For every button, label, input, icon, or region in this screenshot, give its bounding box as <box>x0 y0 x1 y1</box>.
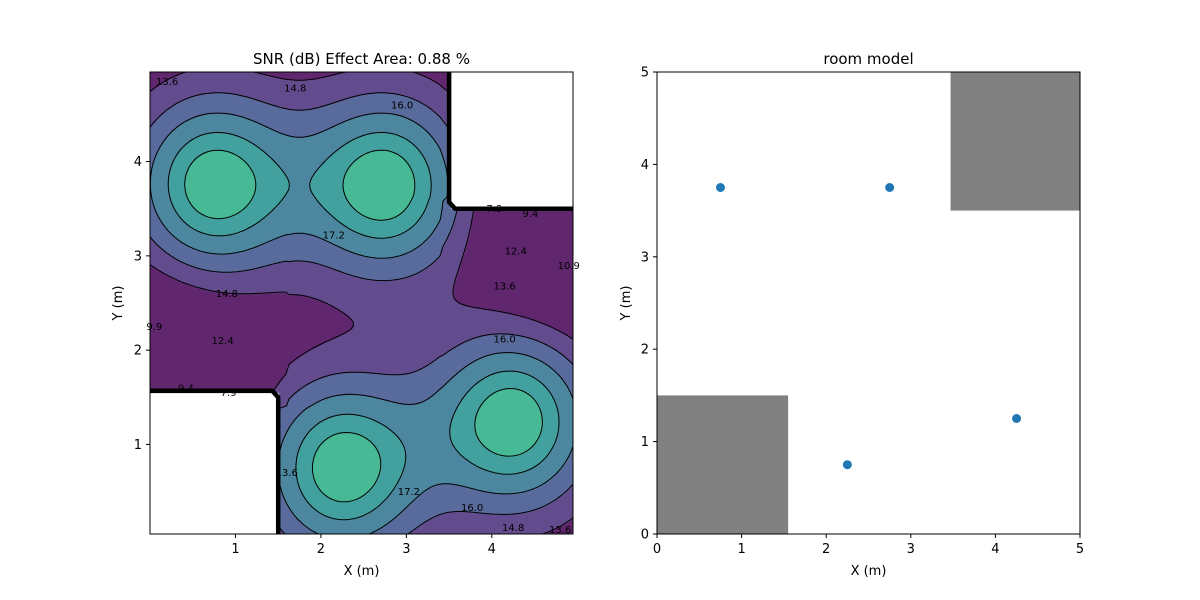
scatter-points <box>715 183 1022 470</box>
contour-label: 13.6 <box>276 468 298 479</box>
scatter-point-1 <box>885 183 895 192</box>
chart-title: SNR (dB) Effect Area: 0.88 % <box>253 50 470 68</box>
y-axis-label: Y (m) <box>619 286 634 322</box>
y-ticks: 1 2 3 4 <box>134 155 150 453</box>
contour-label: 13.6 <box>549 525 571 536</box>
contour-label: 16.0 <box>494 334 516 345</box>
contour-line-10-9 <box>150 112 573 534</box>
contour-label: 17.2 <box>398 487 420 498</box>
obstacle-0 <box>657 395 789 534</box>
contour-label: 14.8 <box>502 523 524 534</box>
contour-line-12-4 <box>167 132 560 521</box>
room-ytick-label: 3 <box>641 250 649 265</box>
snr-ytick-label: 2 <box>134 344 142 359</box>
contour-label: 14.8 <box>216 289 238 300</box>
chart-title: room model <box>823 50 913 68</box>
obstacle-1 <box>950 72 1080 211</box>
snr-xtick-label: 4 <box>488 542 496 557</box>
room-xtick-label: 1 <box>737 542 745 557</box>
room-xtick-label: 5 <box>1076 542 1084 557</box>
contour-label: 16.0 <box>391 101 413 112</box>
room-ytick-label: 4 <box>641 158 649 173</box>
y-ticks: 0 1 2 3 4 5 <box>641 66 657 543</box>
room-ytick-label: 0 <box>641 528 649 543</box>
snr-ytick-label: 1 <box>134 438 142 453</box>
room-ytick-label: 5 <box>641 66 649 81</box>
contour-label: 10.9 <box>558 261 580 272</box>
contour-label: 9.9 <box>146 322 162 333</box>
x-axis-label: X (m) <box>344 564 380 579</box>
axes-frame <box>149 71 574 535</box>
contour-label: 14.8 <box>284 84 306 95</box>
room-ytick-label: 1 <box>641 435 649 450</box>
contour-label: 12.4 <box>212 336 234 347</box>
room-xtick-label: 3 <box>907 542 915 557</box>
contour-label: 9.4 <box>178 383 194 394</box>
contour-line-13-6 <box>184 149 543 503</box>
contour-lines <box>150 72 573 534</box>
contour-label: 7.9 <box>221 388 237 399</box>
room-ytick-label: 2 <box>641 343 649 358</box>
axes-frame <box>656 71 1081 535</box>
snr-xtick-label: 2 <box>317 542 325 557</box>
obstacles <box>657 72 1080 534</box>
contour-label: 9.4 <box>522 209 538 220</box>
contour-label: 12.4 <box>505 247 527 258</box>
snr-ytick-label: 3 <box>134 249 142 264</box>
contour-label: 16.0 <box>461 503 483 514</box>
x-ticks: 0 1 2 3 4 5 <box>653 534 1084 557</box>
contour-labels: 13.6 14.8 16.0 17.2 14.8 12.4 9.9 9.4 7.9 7.9 9.4 1… <box>146 77 580 536</box>
contour-label: 13.6 <box>156 77 178 88</box>
contour-line-9-4 <box>150 92 573 534</box>
scatter-point-0 <box>715 183 725 192</box>
wall-0 <box>150 388 281 534</box>
snr-heatmap <box>150 72 573 534</box>
wall-1 <box>446 72 573 211</box>
contour-label: 13.6 <box>494 282 516 293</box>
contour-label: 7.9 <box>486 204 502 215</box>
room-model-axes: 0 1 2 3 4 5 0 1 2 3 4 5 room model X (m) Y (m) <box>619 50 1084 579</box>
room-xtick-label: 0 <box>653 542 661 557</box>
contour-label: 17.2 <box>323 231 345 242</box>
snr-xtick-label: 3 <box>402 542 410 557</box>
x-ticks: 1 2 3 4 <box>231 534 496 557</box>
snr-contour-axes: 13.6 14.8 16.0 17.2 14.8 12.4 9.9 9.4 7.9 7.9 9.4 1… <box>111 50 580 579</box>
snr-ytick-label: 4 <box>134 155 142 170</box>
walls <box>150 72 573 534</box>
room-xtick-label: 2 <box>822 542 830 557</box>
snr-xtick-label: 1 <box>231 542 239 557</box>
y-axis-label: Y (m) <box>111 286 126 322</box>
room-xtick-label: 4 <box>991 542 999 557</box>
x-axis-label: X (m) <box>851 564 887 579</box>
scatter-point-3 <box>1012 414 1022 423</box>
scatter-point-2 <box>842 460 852 470</box>
